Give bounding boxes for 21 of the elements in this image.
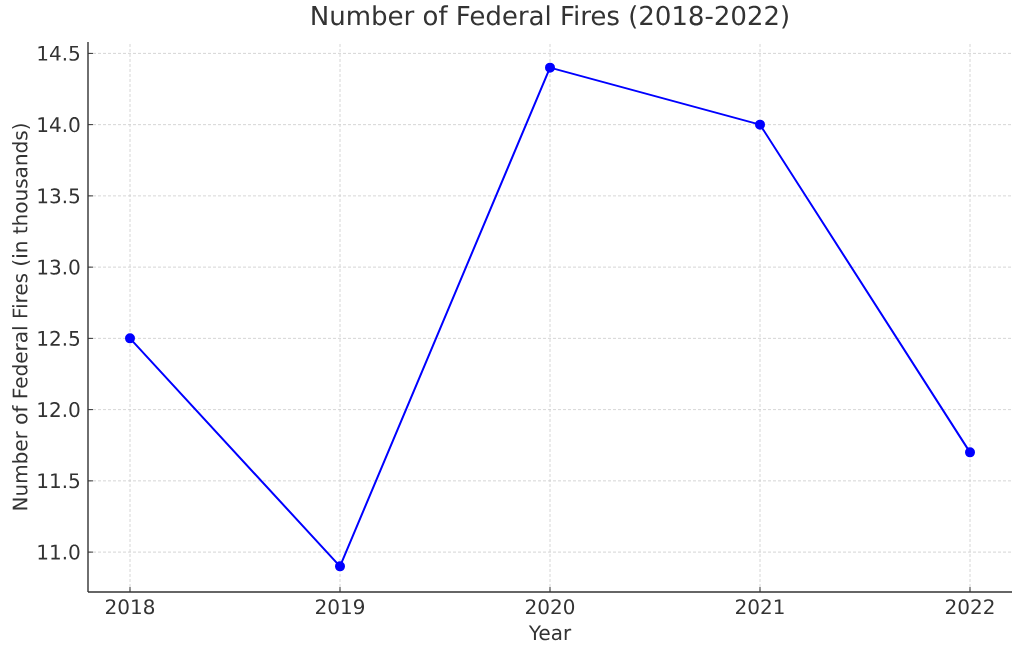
- x-tick-label: 2020: [526, 599, 575, 615]
- x-tick-label: 2018: [106, 599, 155, 615]
- y-axis-title: Number of Federal Fires (in thousands): [12, 124, 30, 510]
- x-tick-label: 2021: [736, 599, 784, 615]
- point: [545, 62, 555, 73]
- y-tick-label: 14.5: [38, 45, 80, 61]
- x-tick-label: 2022: [946, 599, 994, 615]
- x-tick-label: 2019: [316, 599, 365, 615]
- y-tick-label: 11.0: [38, 544, 80, 560]
- y-tick-label: 13.5: [38, 188, 80, 204]
- y-tick-label: 14.0: [38, 117, 80, 133]
- point: [965, 447, 975, 458]
- y-tick-label: 11.5: [38, 473, 80, 489]
- point: [335, 561, 345, 572]
- y-tick-label: 12.0: [38, 402, 80, 418]
- x-axis-title: Year: [528, 625, 572, 641]
- point: [125, 333, 135, 344]
- chart-title: Number of Federal Fires (2018-2022): [312, 5, 788, 29]
- y-tick-label: 12.5: [38, 330, 80, 346]
- y-tick-label: 13.0: [38, 259, 80, 275]
- point: [755, 119, 765, 130]
